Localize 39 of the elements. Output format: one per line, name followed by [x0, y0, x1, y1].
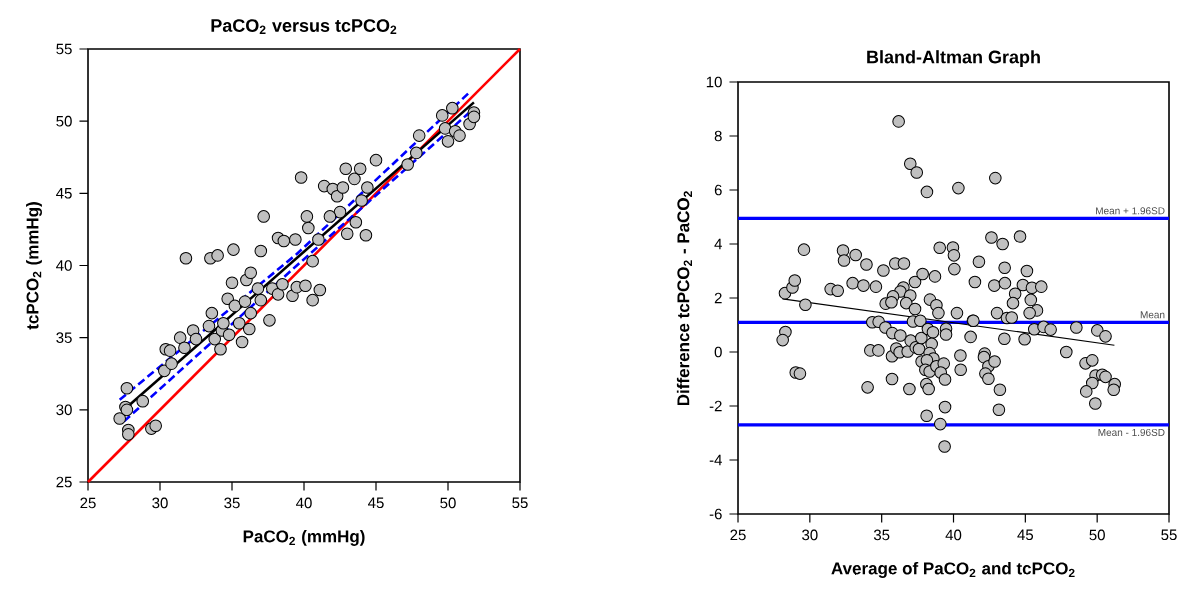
y-tick-label: -6	[709, 508, 722, 520]
y-tick-label: 10	[706, 76, 722, 88]
x-tick-label: 35	[873, 529, 890, 541]
x-axis-title: Average of PaCO$_{2}$ and tcPCO$_{2}$	[831, 561, 1075, 578]
ref-line-label: Mean - 1.96SD	[1098, 428, 1165, 436]
x-tick-label: 50	[440, 497, 456, 509]
x-tick-label: 30	[152, 497, 168, 509]
x-tick-label: 55	[1161, 529, 1177, 541]
y-tick-label: 55	[56, 43, 72, 55]
y-tick-label: 30	[56, 404, 72, 416]
y-tick-label: 50	[56, 115, 72, 127]
y-tick-label: 2	[714, 292, 722, 304]
y-tick-label: 8	[714, 130, 722, 142]
y-tick-label: 4	[714, 238, 722, 250]
y-tick-label: 40	[56, 260, 72, 271]
ref-line-label: Mean + 1.96SD	[1096, 207, 1165, 215]
x-tick-label: 35	[224, 497, 240, 509]
y-tick-label: 0	[714, 346, 722, 358]
y-axis-title: tcPCO$_{2}$ (mmHg)	[26, 202, 42, 330]
x-tick-label: 40	[945, 529, 962, 541]
chart-title: Bland-Altman Graph	[867, 50, 1040, 67]
x-tick-label: 45	[1017, 529, 1034, 541]
x-axis-title: PaCO$_{2}$ (mmHg)	[243, 529, 365, 546]
y-tick-label: 35	[56, 332, 72, 343]
x-tick-label: 40	[296, 497, 312, 509]
y-tick-label: 45	[56, 188, 72, 199]
y-tick-label: 6	[714, 184, 722, 196]
y-tick-label: 25	[56, 476, 72, 488]
y-axis-title: Difference tcPCO$_{2}$ - PaCO$_{2}$	[676, 191, 692, 406]
y-tick-label: -2	[709, 400, 722, 412]
x-tick-label: 55	[512, 497, 528, 509]
x-tick-label: 50	[1089, 529, 1105, 541]
ref-line-label: Mean	[1140, 311, 1165, 319]
chart-title: PaCO$_{2}$ versus tcPCO$_{2}$	[211, 19, 397, 34]
x-tick-label: 25	[730, 529, 746, 541]
x-tick-label: 30	[802, 529, 818, 541]
y-tick-label: -4	[709, 454, 722, 466]
x-tick-label: 45	[368, 497, 384, 509]
x-tick-label: 25	[80, 497, 96, 509]
